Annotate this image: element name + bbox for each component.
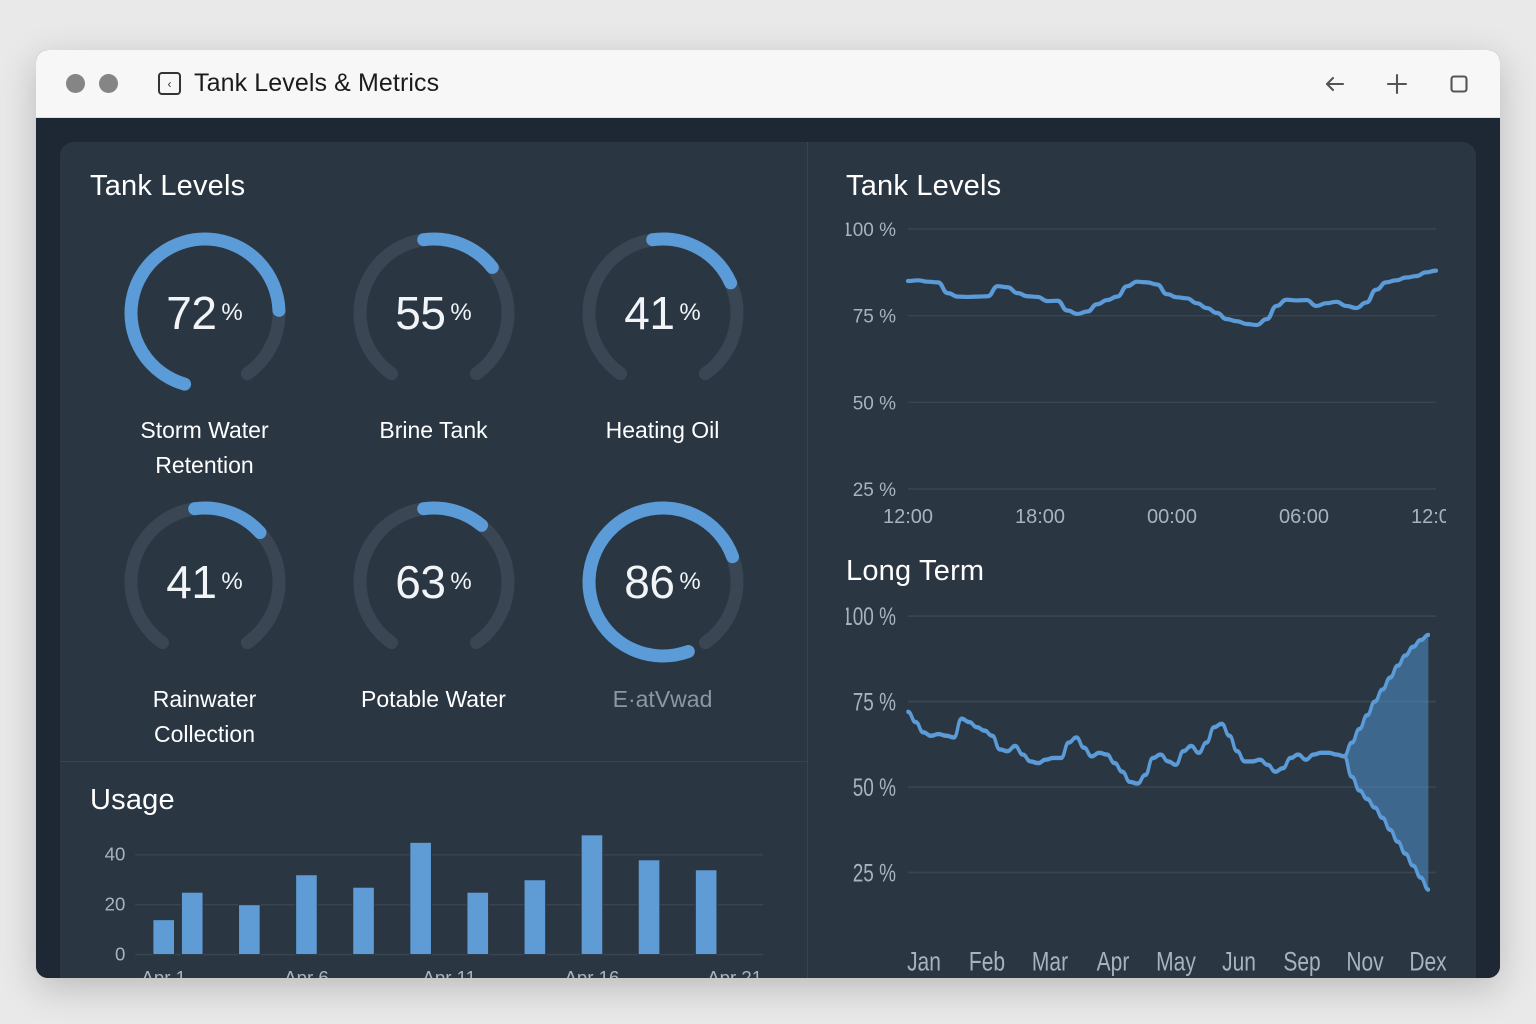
svg-text:20: 20 (105, 894, 126, 915)
back-button[interactable] (1320, 69, 1350, 99)
gauge-5[interactable]: 63% Potable Water (319, 488, 548, 751)
svg-text:Apr 16: Apr 16 (565, 967, 620, 978)
svg-text:100 %: 100 % (846, 220, 896, 241)
svg-text:00:00: 00:00 (1147, 506, 1197, 528)
gauge-value: 63% (340, 488, 528, 676)
gauge-label: Heating Oil (605, 417, 720, 443)
arrow-left-icon (1325, 76, 1345, 91)
svg-text:Dex: Dex (1409, 947, 1446, 977)
gauge-value: 41% (569, 219, 757, 407)
gauge-value-unit: % (221, 568, 243, 595)
tank-levels-chart-block: Tank Levels 25 % 50 % 75 % 100 % 12:00 18:00 0… (846, 170, 1446, 533)
gauge-value-unit: % (679, 568, 701, 595)
long-term-chart-block: Long Term 25 % 50 % 75 % 100 % Jan Feb Mar Apr M… (846, 555, 1446, 978)
svg-text:May: May (1156, 947, 1196, 977)
usage-section-title: Usage (90, 784, 175, 816)
svg-text:Apr 6: Apr 6 (284, 967, 329, 978)
traffic-light-buttons[interactable] (66, 74, 118, 93)
svg-text:Nov: Nov (1346, 947, 1384, 977)
gauge-value: 86% (569, 488, 757, 676)
svg-text:Mar: Mar (1032, 947, 1068, 977)
gauge-value-number: 55 (395, 287, 446, 339)
gauge-value-number: 63 (395, 556, 446, 608)
gauge-value-unit: % (450, 299, 472, 326)
svg-text:100 %: 100 % (846, 603, 896, 631)
gauge-4[interactable]: 41% Rainwater Collection (90, 488, 319, 751)
tank-levels-line-chart[interactable]: 25 % 50 % 75 % 100 % 12:00 18:00 00:00 06:00 12:… (846, 213, 1446, 533)
gauge-grid: 72% Storm Water Retention 55% Brine Tank 41%… (90, 219, 777, 751)
svg-text:06:00: 06:00 (1279, 506, 1329, 528)
svg-text:18:00: 18:00 (1015, 506, 1065, 528)
sidebar-toggle-icon[interactable]: ‹ (158, 72, 181, 95)
gauge-6[interactable]: 86% E·atVwad (548, 488, 777, 751)
gauge-value-number: 72 (166, 287, 217, 339)
gauge-3[interactable]: 41% Heating Oil (548, 219, 777, 482)
svg-text:Sep: Sep (1283, 947, 1320, 977)
svg-text:0: 0 (115, 943, 125, 964)
square-icon (1450, 74, 1468, 93)
gauge-label: Rainwater Collection (152, 686, 257, 747)
dashboard-card: Tank Levels 72% Storm Water Retention 55% B… (60, 142, 1476, 978)
gauge-ring: 72% (111, 219, 299, 407)
left-panel: Tank Levels 72% Storm Water Retention 55% B… (60, 142, 808, 978)
close-window-button[interactable] (66, 74, 85, 93)
new-tab-button[interactable] (1382, 69, 1412, 99)
svg-text:Apr 11: Apr 11 (422, 967, 476, 978)
usage-section: Usage 0 20 40 Apr 1 Apr 6 Apr 11 Apr 16 Apr 21 (60, 761, 807, 978)
gauge-value: 41% (111, 488, 299, 676)
gauge-value: 55% (340, 219, 528, 407)
gauge-ring: 41% (569, 219, 757, 407)
page-title: Tank Levels & Metrics (194, 69, 440, 97)
svg-text:12:00: 12:00 (1411, 506, 1446, 528)
tank-levels-gauges-section: Tank Levels 72% Storm Water Retention 55% B… (60, 142, 807, 751)
gauge-label: Storm Water Retention (140, 417, 269, 478)
svg-text:Apr 1: Apr 1 (141, 967, 186, 978)
gauge-value-unit: % (221, 299, 243, 326)
svg-text:50 %: 50 % (853, 774, 896, 802)
gauge-2[interactable]: 55% Brine Tank (319, 219, 548, 482)
tank-levels-chart-title: Tank Levels (846, 170, 1002, 202)
svg-text:75 %: 75 % (853, 307, 896, 328)
gauge-value: 72% (111, 219, 299, 407)
gauge-ring: 55% (340, 219, 528, 407)
dashboard-body: Tank Levels 72% Storm Water Retention 55% B… (36, 118, 1500, 978)
maximize-button[interactable] (1444, 69, 1474, 99)
gauge-value-unit: % (679, 299, 701, 326)
gauge-label: E·atVwad (612, 686, 713, 712)
gauges-section-title: Tank Levels (90, 170, 246, 202)
gauge-value-number: 41 (624, 287, 675, 339)
svg-text:Jun: Jun (1222, 947, 1256, 977)
gauge-ring: 63% (340, 488, 528, 676)
svg-text:50 %: 50 % (853, 393, 896, 414)
gauge-label: Brine Tank (379, 417, 488, 443)
gauge-ring: 86% (569, 488, 757, 676)
gauge-value-unit: % (450, 568, 472, 595)
right-panel: Tank Levels 25 % 50 % 75 % 100 % 12:00 18:00 0… (808, 142, 1476, 978)
window-action-buttons (1320, 69, 1474, 99)
svg-text:40: 40 (105, 844, 126, 865)
window-title-group: ‹ Tank Levels & Metrics (158, 69, 439, 98)
svg-text:Apr 21: Apr 21 (707, 967, 762, 978)
gauge-value-number: 41 (166, 556, 217, 608)
svg-text:75 %: 75 % (853, 688, 896, 716)
gauge-ring: 41% (111, 488, 299, 676)
minimize-window-button[interactable] (99, 74, 118, 93)
svg-text:Apr: Apr (1097, 947, 1130, 977)
window-titlebar: ‹ Tank Levels & Metrics (36, 50, 1500, 118)
gauge-1[interactable]: 72% Storm Water Retention (90, 219, 319, 482)
svg-text:12:00: 12:00 (883, 506, 933, 528)
svg-text:Feb: Feb (969, 947, 1005, 977)
long-term-area-chart[interactable]: 25 % 50 % 75 % 100 % Jan Feb Mar Apr May Jun Sep No… (846, 598, 1446, 978)
plus-icon (1386, 73, 1408, 94)
long-term-chart-title: Long Term (846, 555, 985, 587)
app-window: ‹ Tank Levels & Metrics (36, 50, 1500, 978)
svg-text:Jan: Jan (907, 947, 941, 977)
usage-bar-chart[interactable]: 0 20 40 Apr 1 Apr 6 Apr 11 Apr 16 Apr 21 (90, 827, 777, 978)
svg-text:25 %: 25 % (853, 859, 896, 887)
gauge-label: Potable Water (361, 686, 506, 712)
gauge-value-number: 86 (624, 556, 675, 608)
svg-text:25 %: 25 % (853, 480, 896, 501)
